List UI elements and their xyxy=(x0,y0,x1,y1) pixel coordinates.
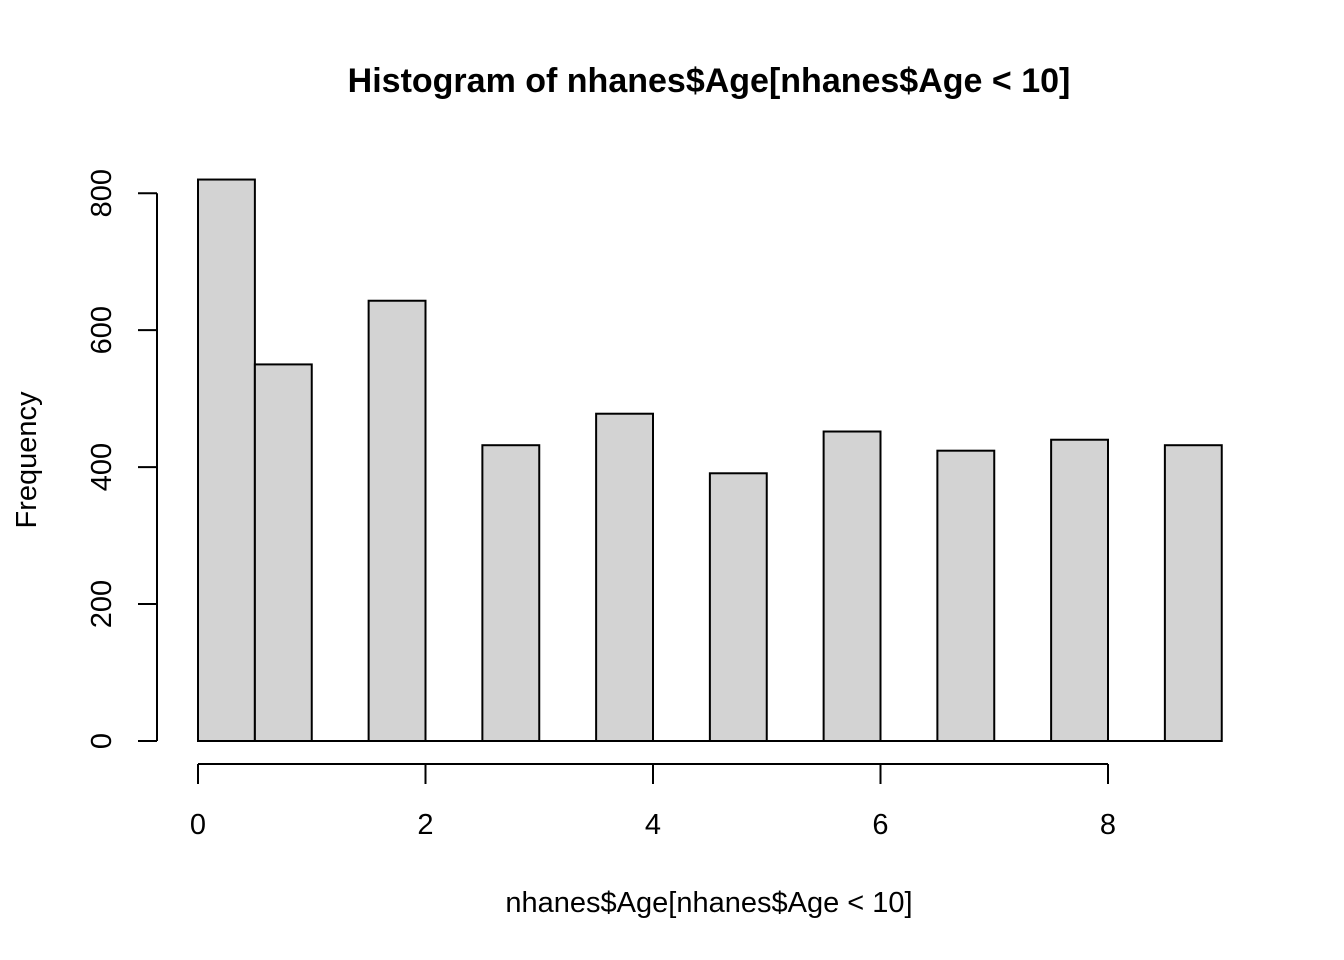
x-tick-label: 2 xyxy=(417,809,433,841)
y-axis-label: Frequency xyxy=(11,391,43,529)
x-tick-label: 8 xyxy=(1100,809,1116,841)
histogram-bar xyxy=(936,449,996,742)
y-tick-label: 600 xyxy=(86,306,118,354)
histogram-bar xyxy=(367,299,427,742)
x-axis: 0 2 4 6 8 xyxy=(190,763,1116,841)
histogram-bar xyxy=(1163,444,1223,742)
y-tick-label: 200 xyxy=(86,580,118,628)
histogram-bar xyxy=(197,178,256,742)
y-tick-label: 800 xyxy=(86,169,118,217)
histogram-bar xyxy=(708,472,768,742)
chart-title: Histogram of nhanes$Age[nhanes$Age < 10] xyxy=(348,62,1071,100)
histogram-bar xyxy=(253,363,313,742)
y-tick-label: 400 xyxy=(86,443,118,491)
y-tick-label: 0 xyxy=(86,733,118,749)
bars-group xyxy=(197,178,1223,742)
y-axis: 0 200 400 600 800 xyxy=(86,169,158,749)
x-tick-label: 4 xyxy=(645,809,661,841)
histogram-bar xyxy=(481,444,541,742)
histogram-bar xyxy=(822,430,882,742)
x-tick-label: 6 xyxy=(872,809,888,841)
histogram-bar xyxy=(1050,438,1109,742)
x-tick-label: 0 xyxy=(190,809,206,841)
histogram-bar xyxy=(595,412,654,742)
x-axis-label: nhanes$Age[nhanes$Age < 10] xyxy=(505,887,912,919)
